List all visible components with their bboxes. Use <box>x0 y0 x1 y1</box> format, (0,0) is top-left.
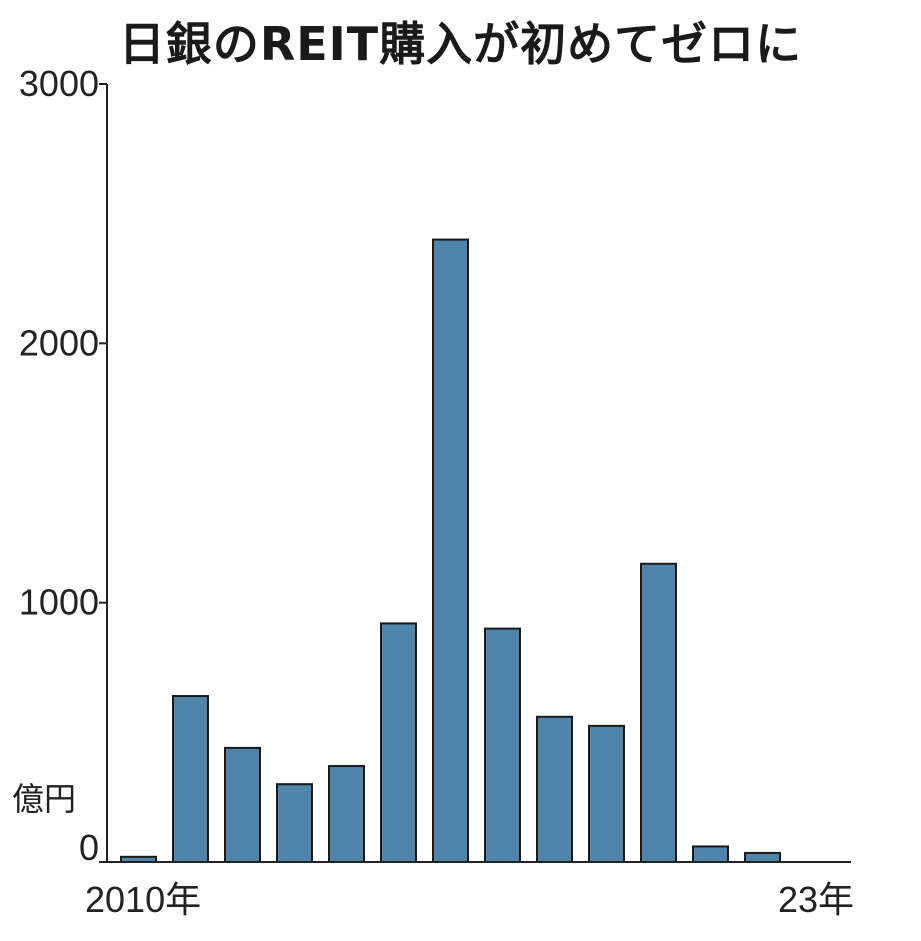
y-tick-label: 1000 <box>19 582 99 623</box>
y-tick-label: 2000 <box>19 322 99 363</box>
bar-2011 <box>172 695 209 863</box>
y-ticks-group: 0 1000 2000 3000 <box>19 63 107 868</box>
bar-2019 <box>588 724 625 863</box>
bar-2022 <box>744 851 781 864</box>
bar-2020 <box>640 562 677 863</box>
x-tick-label-first: 2010年 <box>85 879 201 920</box>
bar-2021 <box>692 845 729 864</box>
bar-2018 <box>536 715 573 863</box>
bar-2017 <box>484 627 521 863</box>
y-tick-label: 3000 <box>19 63 99 104</box>
chart-title: 日銀のREIT購入が初めてゼロに <box>118 17 803 71</box>
bar-2016 <box>432 238 469 864</box>
y-unit-label: 億円 <box>12 780 76 818</box>
x-tick-label-last: 23年 <box>778 879 854 920</box>
bar-2014 <box>328 765 365 864</box>
bar-2015 <box>380 622 417 863</box>
y-tick-label: 0 <box>79 827 99 868</box>
bars-group <box>120 238 781 864</box>
bar-2012 <box>224 746 261 863</box>
bar-2013 <box>276 783 313 864</box>
